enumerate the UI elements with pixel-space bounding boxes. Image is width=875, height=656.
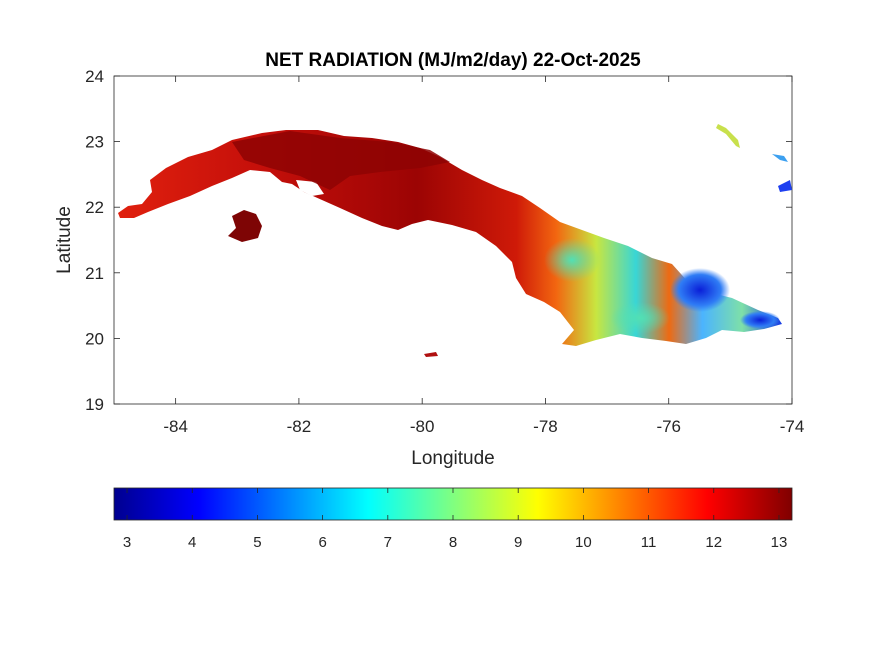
- south-green-patch: [610, 302, 670, 334]
- x-axis-ticks: -84 -82 -80 -78 -76 -74: [163, 76, 804, 436]
- cay-bahamas-3: [778, 180, 792, 192]
- central-dark-region: [232, 131, 450, 190]
- x-tick-label: -76: [656, 417, 681, 436]
- y-tick-label: 19: [85, 395, 104, 414]
- x-tick-label: -80: [410, 417, 435, 436]
- y-tick-label: 24: [85, 67, 104, 86]
- x-tick-label: -74: [780, 417, 805, 436]
- x-axis-label: Longitude: [411, 448, 494, 469]
- colorbar-tick-label: 13: [771, 534, 788, 551]
- y-tick-label: 20: [85, 329, 104, 348]
- colorbar-tick-label: 6: [318, 534, 326, 551]
- colorbar-tick-label: 11: [641, 534, 657, 551]
- cay-south: [424, 352, 438, 357]
- colorbar-tick-label: 4: [188, 534, 196, 551]
- plot-area: [113, 75, 793, 405]
- east-tip-patch: [740, 311, 780, 329]
- x-tick-label: -82: [287, 417, 312, 436]
- y-tick-label: 21: [85, 264, 104, 283]
- y-tick-label: 23: [85, 133, 104, 152]
- colorbar-ticks: 3 4 5 6 7 8 9 10 11 12 13: [123, 488, 787, 551]
- cay-bahamas-1: [716, 124, 740, 148]
- colorbar-tick-label: 3: [123, 534, 131, 551]
- bay-gap: [296, 180, 324, 196]
- net-radiation-map: [118, 124, 792, 357]
- x-tick-label: -84: [163, 417, 188, 436]
- cuba-main-island: [118, 130, 782, 346]
- colorbar-tick-label: 8: [449, 534, 457, 551]
- cay-bahamas-2: [772, 154, 788, 162]
- central-green-patch: [544, 238, 600, 282]
- y-axis-ticks: 19 20 21 22 23 24: [85, 67, 792, 414]
- colorbar-tick-label: 7: [384, 534, 392, 551]
- east-blue-patch: [670, 268, 730, 312]
- y-axis-label: Latitude: [54, 206, 75, 274]
- colorbar-tick-label: 12: [705, 534, 722, 551]
- isla-de-la-juventud: [228, 210, 262, 242]
- y-tick-label: 22: [85, 198, 104, 217]
- x-tick-label: -78: [533, 417, 558, 436]
- colorbar-tick-label: 10: [575, 534, 592, 551]
- colorbar-tick-label: 9: [514, 534, 522, 551]
- colorbar-tick-label: 5: [253, 534, 261, 551]
- chart-title: NET RADIATION (MJ/m2/day) 22-Oct-2025: [265, 50, 641, 71]
